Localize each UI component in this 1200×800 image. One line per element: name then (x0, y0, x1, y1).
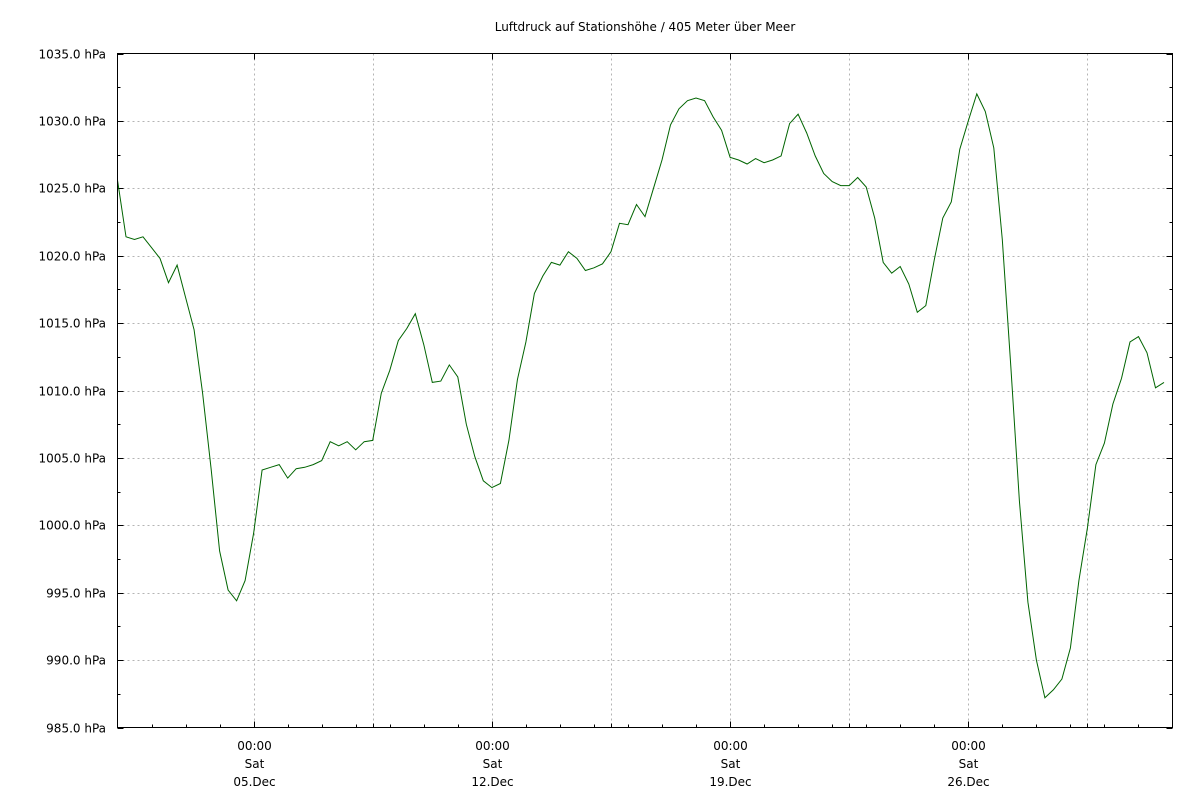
x-tick-label: Sat (721, 757, 741, 771)
x-tick-label: 12.Dec (471, 775, 513, 789)
pressure-line (117, 92, 1165, 699)
x-axis: 00:00 Sat 05.Dec 00:00 Sat 12.Dec 00:00 Sat 19.D… (152, 53, 1139, 789)
grid (117, 53, 1173, 728)
y-tick-label: 985.0 hPa (46, 722, 106, 736)
x-tick-label: 05.Dec (233, 775, 275, 789)
x-tick-label: 26.Dec (947, 775, 989, 789)
y-tick-label: 1035.0 hPa (39, 48, 106, 62)
y-tick-label: 1030.0 hPa (39, 115, 106, 129)
x-tick-label: 00:00 (237, 739, 272, 753)
x-tick-label: 00:00 (713, 739, 748, 753)
x-tick-label: Sat (245, 757, 265, 771)
y-tick-label: 1000.0 hPa (39, 519, 106, 533)
plot-frame (117, 53, 1173, 728)
x-tick-label: 19.Dec (709, 775, 751, 789)
y-tick-label: 1015.0 hPa (39, 317, 106, 331)
y-tick-label: 995.0 hPa (46, 587, 106, 601)
y-tick-label: 1010.0 hPa (39, 385, 106, 399)
x-tick-label: 00:00 (475, 739, 510, 753)
x-tick-label: Sat (483, 757, 503, 771)
y-tick-label: 1005.0 hPa (39, 452, 106, 466)
x-tick-label: 00:00 (951, 739, 986, 753)
series-layer (117, 92, 1165, 699)
chart-title: Luftdruck auf Stationshöhe / 405 Meter ü… (495, 20, 796, 34)
x-tick-label: Sat (959, 757, 979, 771)
y-tick-label: 1020.0 hPa (39, 250, 106, 264)
y-tick-label: 1025.0 hPa (39, 182, 106, 196)
y-tick-label: 990.0 hPa (46, 654, 106, 668)
y-axis: 985.0 hPa 990.0 hPa 995.0 hPa 1000.0 hPa 100… (39, 48, 1173, 736)
